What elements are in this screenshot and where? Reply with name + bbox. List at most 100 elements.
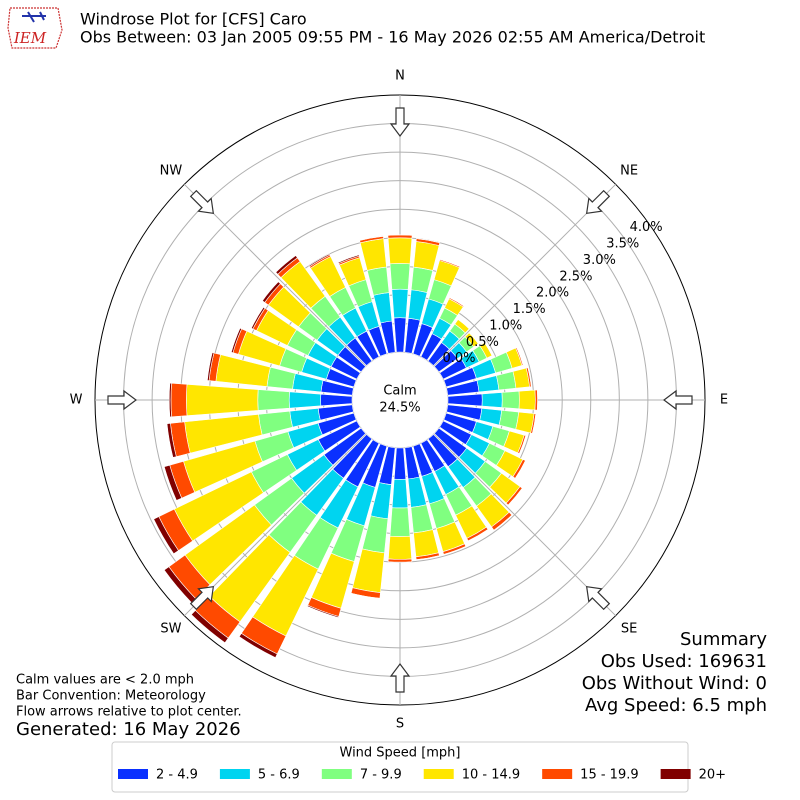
- r-tick-label: 2.5%: [559, 269, 592, 284]
- compass-label: NW: [160, 163, 183, 178]
- bar-segment: [153, 516, 179, 555]
- bar-segment: [168, 382, 172, 418]
- compass-label: NE: [620, 163, 638, 178]
- bar-segment: [527, 367, 532, 387]
- bar-segment: [308, 253, 331, 268]
- calm-value: 24.5%: [379, 401, 420, 416]
- note: Flow arrows relative to plot center.: [16, 705, 242, 720]
- legend-swatch: [219, 769, 250, 779]
- bar-segment: [250, 306, 266, 330]
- bar-segment: [516, 347, 524, 366]
- grid-spoke: [183, 433, 367, 617]
- bar-segment: [495, 371, 517, 391]
- bars: [153, 234, 538, 659]
- generated: Generated: 16 May 2026: [16, 719, 241, 740]
- bar-segment: [501, 390, 520, 410]
- bar-segment: [457, 319, 470, 329]
- r-tick-label: 1.5%: [513, 302, 546, 317]
- bar-segment: [359, 235, 384, 241]
- compass-label: N: [395, 69, 405, 84]
- note: Bar Convention: Meteorology: [16, 689, 206, 704]
- r-tick-label: 3.5%: [606, 237, 639, 252]
- summary: Obs Without Wind: 0: [582, 673, 767, 694]
- bar-segment: [393, 317, 407, 353]
- bar-segment: [410, 504, 434, 534]
- bar-segment: [388, 535, 412, 560]
- legend-box: [111, 741, 689, 793]
- legend-swatch: [660, 769, 691, 779]
- flow-arrow: [389, 663, 411, 693]
- bar-segment: [275, 255, 298, 275]
- bar-segment: [186, 384, 259, 416]
- r-tick-label: 4.0%: [630, 220, 663, 235]
- bar-segment: [481, 392, 503, 408]
- legend-label: 2 - 4.9: [156, 768, 198, 783]
- summary: Obs Used: 169631: [601, 651, 767, 672]
- bar-segment: [190, 610, 229, 644]
- bar-segment: [230, 327, 243, 354]
- r-tick-label: 3.0%: [583, 253, 616, 268]
- bar-segment: [258, 410, 293, 436]
- bar-segment: [449, 297, 465, 307]
- legend-label: 10 - 14.9: [462, 768, 520, 783]
- calm-circle: [353, 353, 447, 447]
- logo-outline: [7, 7, 63, 49]
- legend-swatch: [321, 769, 352, 779]
- bar-segment: [288, 391, 322, 409]
- grid-spoke: [433, 433, 617, 617]
- r-tick-label: 0.0%: [442, 351, 475, 366]
- bar-segment: [366, 266, 390, 296]
- bar-segment: [387, 237, 413, 265]
- bar-segment: [170, 382, 188, 418]
- flow-arrow: [107, 389, 137, 411]
- compass-label: SE: [621, 622, 637, 637]
- bar-segment: [337, 254, 360, 264]
- r-tick-label: 0.5%: [466, 335, 499, 350]
- bar-segment: [476, 375, 500, 393]
- bar-segment: [266, 366, 296, 390]
- bar-segment: [518, 389, 536, 411]
- r-tick-label: 1.0%: [489, 318, 522, 333]
- bar-segment: [519, 435, 527, 454]
- flow-arrow: [585, 189, 611, 215]
- logo-icon: [22, 11, 46, 23]
- bar-segment: [361, 515, 389, 554]
- summary: Summary: [680, 629, 767, 650]
- compass-label: W: [70, 393, 83, 408]
- compass-label: SW: [160, 622, 181, 637]
- summary: Avg Speed: 6.5 mph: [585, 695, 767, 716]
- bar-segment: [389, 263, 411, 290]
- logo: IEM: [7, 7, 63, 49]
- bar-segment: [447, 393, 483, 407]
- bar-segment: [306, 604, 340, 619]
- bar-segment: [410, 266, 434, 293]
- logo-text: IEM: [13, 29, 47, 47]
- bar-segment: [413, 241, 440, 271]
- grid-spoke: [183, 183, 367, 367]
- bar-segment: [479, 407, 503, 426]
- flow-arrow: [189, 585, 215, 611]
- bar-segment: [393, 447, 407, 480]
- bar-segment: [359, 238, 387, 271]
- bar-segment: [515, 460, 526, 479]
- bar-segment: [238, 632, 278, 659]
- legend-swatch: [542, 769, 573, 779]
- flow-arrow: [389, 107, 411, 137]
- bar-segment: [391, 288, 409, 319]
- legend-title: Wind Speed [mph]: [340, 746, 461, 761]
- bar-segment: [207, 352, 215, 381]
- chart-subtitle: Obs Between: 03 Jan 2005 09:55 PM - 16 M…: [80, 28, 705, 47]
- bar-segment: [163, 464, 183, 501]
- bar-segment: [163, 566, 197, 604]
- bar-segment: [484, 342, 493, 356]
- legend-swatch: [423, 769, 454, 779]
- bar-segment: [320, 393, 353, 407]
- r-tick-label: 2.0%: [536, 286, 569, 301]
- compass-label: E: [720, 393, 728, 408]
- bar-segment: [493, 514, 513, 531]
- legend-label: 20+: [699, 768, 726, 783]
- bar-segment: [389, 507, 411, 537]
- bar-segment: [413, 529, 440, 558]
